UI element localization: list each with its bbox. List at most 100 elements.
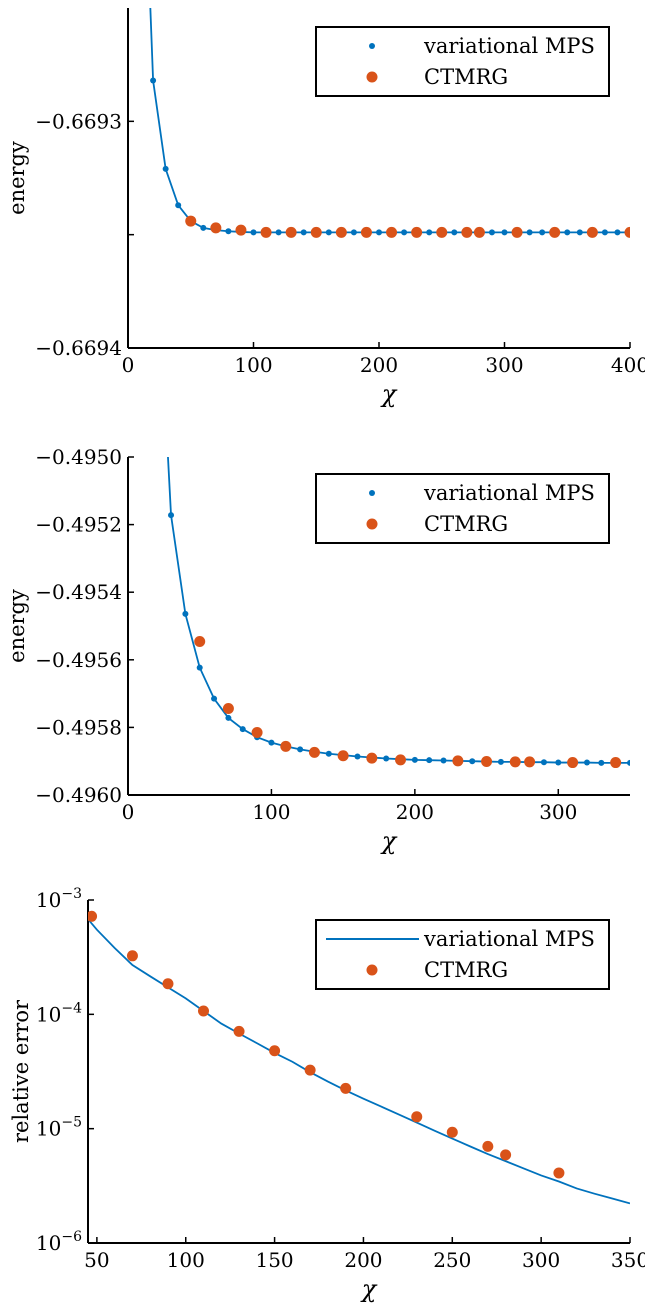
x-axis-label: χ	[380, 380, 398, 408]
data-point	[451, 229, 458, 236]
data-point	[200, 224, 207, 231]
data-point	[211, 695, 218, 702]
data-point	[481, 756, 493, 768]
data-point	[524, 756, 536, 768]
x-tick-label: 200	[360, 353, 398, 377]
y-tick-label: 10−3	[36, 886, 82, 912]
x-tick-label: 50	[84, 1248, 109, 1272]
data-point	[440, 757, 447, 764]
legend: variational MPS CTMRG	[315, 919, 610, 990]
data-point	[576, 229, 583, 236]
data-point	[383, 755, 390, 762]
data-point	[210, 222, 222, 234]
y-tick-label: 10−5	[36, 1115, 82, 1141]
legend-box	[315, 473, 610, 544]
x-tick-label: 100	[252, 800, 290, 824]
series-variational-mps	[88, 918, 630, 1205]
data-point	[446, 1126, 458, 1138]
data-point	[567, 757, 579, 769]
data-point	[162, 165, 169, 172]
data-point	[411, 756, 418, 763]
legend-label: CTMRG	[424, 958, 508, 982]
data-point	[194, 636, 206, 648]
chart-panel-2: 0 100 200 300 −0.4960 −0.4958 −0.4956 −0.4954 −0…	[5, 445, 630, 855]
data-point	[386, 226, 398, 238]
legend-label: CTMRG	[424, 512, 508, 536]
legend-swatch-dot	[369, 490, 375, 496]
data-point	[235, 224, 247, 236]
data-point	[304, 1064, 316, 1076]
series-ctmrg	[88, 910, 565, 1179]
y-tick-label: −0.6694	[35, 336, 122, 360]
y-tick-label: −0.4960	[35, 783, 122, 807]
data-point	[482, 1140, 494, 1152]
data-point	[185, 215, 197, 227]
data-point	[360, 226, 372, 238]
data-point	[88, 910, 98, 922]
data-point	[260, 226, 272, 238]
legend-box	[315, 919, 610, 990]
data-point	[526, 229, 533, 236]
y-tick-label: 10−4	[36, 1000, 82, 1026]
data-point	[126, 950, 138, 962]
legend-box	[315, 26, 610, 97]
data-point	[395, 754, 407, 766]
y-tick-label: 10−6	[36, 1229, 82, 1255]
data-point	[509, 756, 521, 768]
y-tick-label: −0.4952	[35, 513, 122, 537]
legend-label: CTMRG	[424, 65, 508, 89]
x-tick-label: 0	[122, 353, 135, 377]
data-point	[610, 757, 622, 769]
series-ctmrg	[194, 636, 622, 769]
data-point	[549, 226, 561, 238]
y-axis-label: energy	[5, 141, 29, 215]
data-point	[285, 226, 297, 238]
data-point	[308, 746, 320, 758]
data-point	[225, 714, 232, 721]
data-point	[627, 759, 630, 766]
x-tick-label: 400	[611, 353, 645, 377]
plot-area	[167, 457, 630, 769]
data-point	[555, 759, 562, 766]
y-tick-label: −0.6693	[35, 109, 122, 133]
legend-swatch-marker	[366, 71, 378, 83]
y-axis-label: relative error	[9, 999, 33, 1143]
x-tick-label: 200	[344, 1248, 382, 1272]
data-point	[586, 226, 598, 238]
data-point	[401, 229, 408, 236]
x-tick-label: 250	[433, 1248, 471, 1272]
data-point	[225, 228, 232, 235]
x-axis-label: χ	[360, 1275, 378, 1303]
data-point	[300, 229, 307, 236]
x-tick-label: 0	[122, 800, 135, 824]
data-point	[624, 226, 630, 238]
x-axis-label: χ	[380, 827, 398, 855]
data-point	[251, 726, 263, 738]
series-line	[149, 8, 630, 234]
data-point	[564, 229, 571, 236]
data-point	[310, 226, 322, 238]
legend-label: variational MPS	[423, 927, 595, 951]
data-point	[469, 758, 476, 765]
data-point	[539, 229, 546, 236]
x-tick-label: 300	[522, 1248, 560, 1272]
series-line	[167, 457, 630, 764]
plot-area	[88, 910, 630, 1205]
legend: variational MPS CTMRG	[315, 473, 610, 544]
data-point	[426, 757, 433, 764]
data-point	[614, 229, 621, 236]
data-point	[366, 752, 378, 764]
data-point	[411, 226, 423, 238]
x-tick-label: 150	[255, 1248, 293, 1272]
chart-panel-3: 50 100 150 200 250 300 350 10−6 10−5 10−4 10−3 χ rel…	[9, 886, 645, 1303]
data-point	[198, 1005, 210, 1017]
data-point	[598, 759, 605, 766]
data-point	[488, 229, 495, 236]
data-point	[540, 759, 547, 766]
data-point	[436, 226, 448, 238]
legend-swatch-dot	[369, 43, 375, 49]
data-point	[411, 1111, 423, 1123]
legend-label: variational MPS	[423, 34, 595, 58]
data-point	[497, 758, 504, 765]
